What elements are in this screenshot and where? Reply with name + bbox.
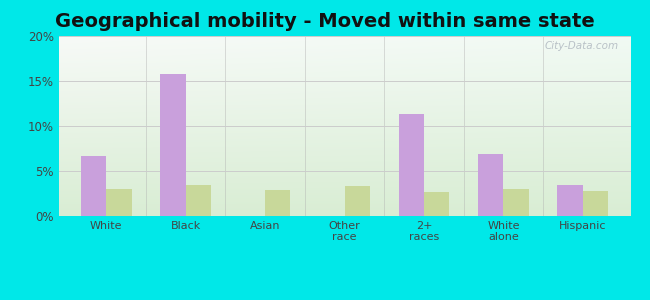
Bar (583, 191, 608, 216)
Bar (398, 114, 424, 216)
Bar (265, 190, 291, 216)
Bar (478, 154, 503, 216)
Text: City-Data.com: City-Data.com (545, 41, 619, 51)
Bar (81, 156, 106, 216)
Bar (160, 74, 186, 216)
Bar (503, 189, 529, 216)
Bar (344, 186, 370, 216)
Bar (186, 185, 211, 216)
Bar (106, 189, 131, 216)
Legend: Babson Park, FL, Florida: Babson Park, FL, Florida (237, 298, 452, 300)
Bar (424, 192, 449, 216)
Bar (558, 184, 583, 216)
Text: Geographical mobility - Moved within same state: Geographical mobility - Moved within sam… (55, 12, 595, 31)
